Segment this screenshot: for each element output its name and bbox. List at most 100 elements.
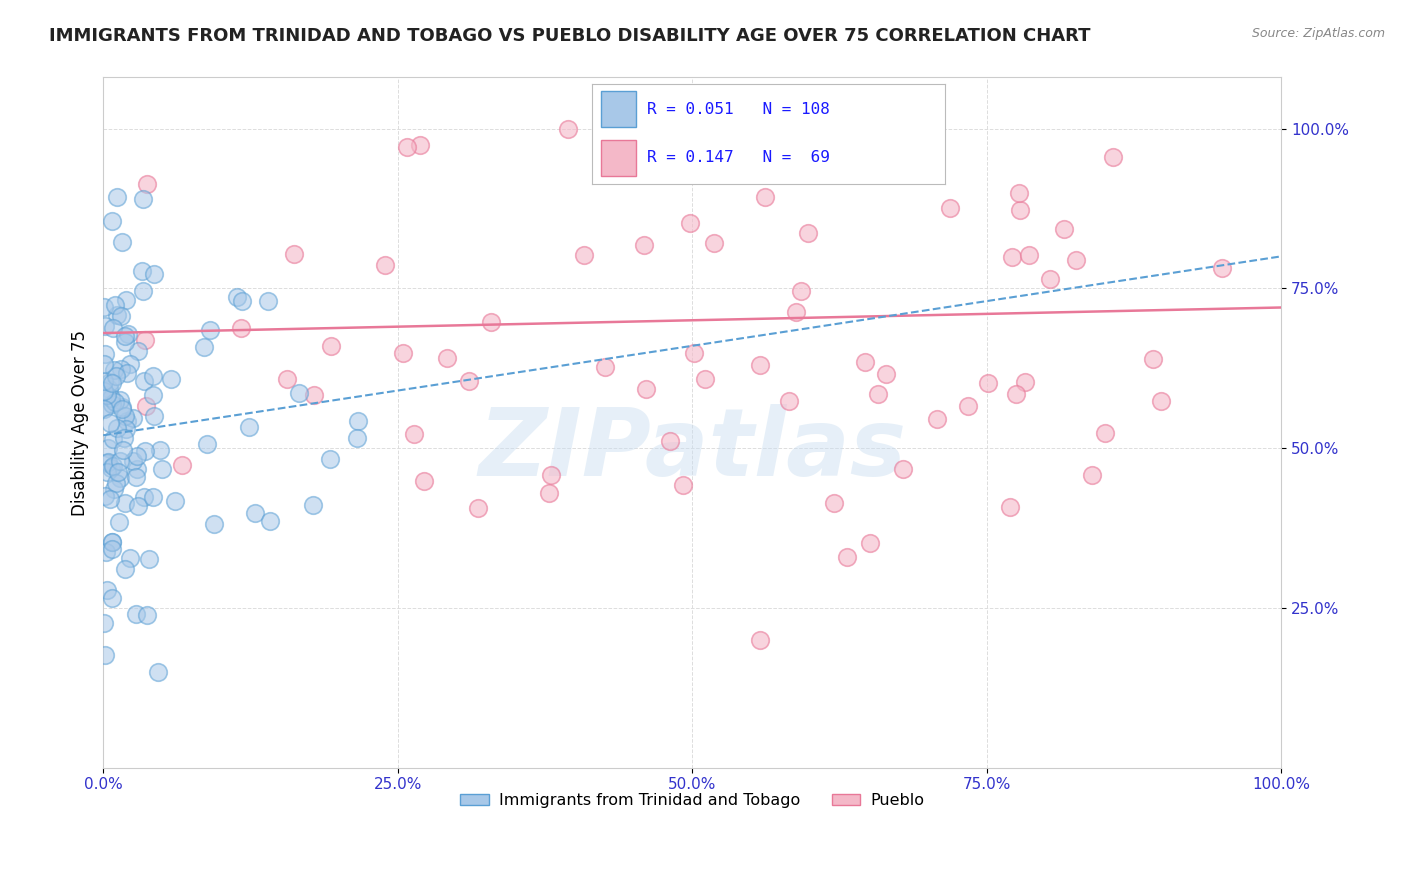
Point xyxy=(124,607,146,621)
Point xyxy=(103,363,125,377)
Point xyxy=(697,141,720,155)
Point xyxy=(172,458,194,473)
Point xyxy=(125,449,148,463)
Point xyxy=(927,412,949,426)
Point xyxy=(118,551,141,566)
Point xyxy=(1053,222,1076,236)
Point xyxy=(257,294,280,309)
Point xyxy=(111,402,134,417)
Point xyxy=(115,367,138,381)
Point xyxy=(593,359,616,374)
Point xyxy=(204,516,226,531)
Point xyxy=(100,376,122,390)
Point xyxy=(94,489,117,503)
Point xyxy=(1000,500,1022,515)
Point xyxy=(114,496,136,510)
Text: IMMIGRANTS FROM TRINIDAD AND TOBAGO VS PUEBLO DISABILITY AGE OVER 75 CORRELATION: IMMIGRANTS FROM TRINIDAD AND TOBAGO VS P… xyxy=(49,27,1091,45)
Point xyxy=(115,422,138,436)
Point xyxy=(1149,393,1171,408)
Point xyxy=(574,248,596,262)
Point xyxy=(160,372,183,386)
Point xyxy=(93,615,115,630)
Point xyxy=(135,399,157,413)
Point xyxy=(321,339,343,353)
Point xyxy=(346,431,368,445)
Point xyxy=(276,372,298,386)
Point xyxy=(105,475,128,490)
Point xyxy=(288,386,311,401)
Point xyxy=(938,201,960,215)
Point xyxy=(111,442,134,457)
Point xyxy=(96,465,118,479)
Text: ZIPatlas: ZIPatlas xyxy=(478,404,907,496)
Point xyxy=(243,506,266,520)
Point xyxy=(142,490,165,504)
Point xyxy=(101,535,124,549)
Point xyxy=(658,434,681,448)
Point xyxy=(302,388,325,402)
Point xyxy=(100,541,122,556)
Point xyxy=(98,383,121,397)
Point xyxy=(134,444,156,458)
Point xyxy=(907,121,929,136)
Point xyxy=(409,137,432,152)
Point xyxy=(96,582,118,597)
Point xyxy=(94,347,117,361)
Point xyxy=(131,264,153,278)
Point xyxy=(132,284,155,298)
Point xyxy=(93,401,115,416)
Point xyxy=(229,321,252,335)
Point xyxy=(101,591,124,606)
Point xyxy=(540,467,562,482)
Point xyxy=(142,267,165,281)
Point xyxy=(479,315,502,329)
Point xyxy=(94,648,117,662)
Point xyxy=(108,515,131,529)
Point xyxy=(100,397,122,411)
Point xyxy=(93,357,115,371)
Point xyxy=(96,388,118,402)
Point xyxy=(557,121,579,136)
Point xyxy=(93,374,115,388)
Point xyxy=(868,387,890,401)
Point xyxy=(402,426,425,441)
Point xyxy=(703,235,725,250)
Point xyxy=(259,514,281,528)
Point xyxy=(138,552,160,566)
Point xyxy=(110,309,132,323)
Point xyxy=(111,235,134,250)
Text: Source: ZipAtlas.com: Source: ZipAtlas.com xyxy=(1251,27,1385,40)
Point xyxy=(127,500,149,514)
Point xyxy=(467,500,489,515)
Point xyxy=(231,294,253,309)
Point xyxy=(875,367,897,381)
Point xyxy=(110,400,132,414)
Point xyxy=(96,456,118,470)
Point xyxy=(636,382,658,396)
Point xyxy=(93,300,115,314)
Point xyxy=(100,391,122,405)
Point xyxy=(125,470,148,484)
Point xyxy=(785,305,807,319)
Point xyxy=(413,474,436,488)
Point xyxy=(1018,248,1040,262)
Point xyxy=(142,409,165,423)
Point xyxy=(105,308,128,322)
Point xyxy=(107,465,129,479)
Point xyxy=(1001,251,1024,265)
Point xyxy=(103,432,125,446)
Point xyxy=(97,455,120,469)
Point xyxy=(859,536,882,550)
Point xyxy=(150,462,173,476)
Point xyxy=(226,290,249,304)
Point xyxy=(283,247,305,261)
Point xyxy=(125,462,148,476)
Point xyxy=(748,358,770,372)
Point xyxy=(1094,426,1116,441)
Point xyxy=(790,284,813,298)
Point xyxy=(977,376,1000,391)
Point xyxy=(893,462,915,476)
Point xyxy=(796,226,818,240)
Point xyxy=(957,399,980,413)
Point xyxy=(114,293,136,307)
